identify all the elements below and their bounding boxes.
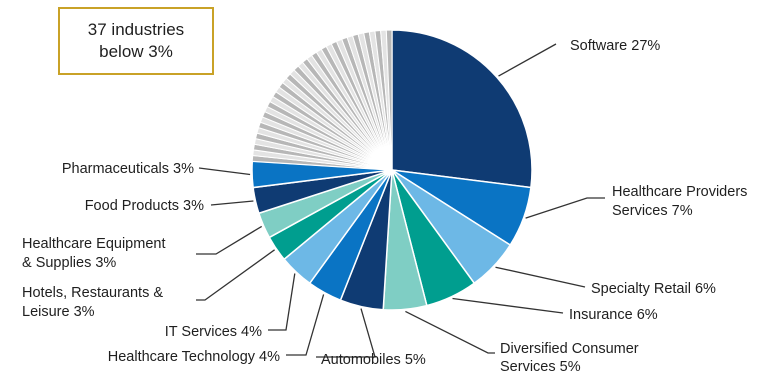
- label-diversified-consumer: Diversified Consumer Services 5%: [500, 341, 643, 375]
- leader-line-11: [198, 167, 251, 176]
- label-diversified-consumer-line2: Services 5%: [500, 359, 581, 375]
- label-hotels-restaurants-line2: Leisure 3%: [22, 304, 95, 320]
- label-healthcare-providers-line2: Services 7%: [612, 203, 693, 219]
- slice-other-36: [385, 29, 393, 171]
- leader-line-10: [210, 200, 254, 206]
- label-hotels-restaurants-line1: Hotels, Restaurants &: [22, 285, 163, 301]
- label-healthcare-equipment-line1: Healthcare Equipment: [22, 236, 165, 252]
- label-healthcare-technology: Healthcare Technology 4%: [108, 349, 280, 365]
- label-food-products: Food Products 3%: [85, 198, 204, 214]
- leader-line-7: [268, 273, 296, 331]
- leader-line-1: [525, 197, 605, 219]
- pie-slices: [251, 29, 533, 311]
- leader-line-2: [495, 266, 586, 288]
- label-automobiles: Automobiles 5%: [321, 352, 426, 368]
- leader-line-3: [452, 297, 564, 314]
- leader-line-5: [316, 308, 376, 358]
- leader-line-9: [196, 225, 263, 255]
- label-it-services: IT Services 4%: [165, 324, 262, 340]
- label-specialty-retail: Specialty Retail 6%: [591, 281, 716, 297]
- small-industries-note: 37 industries below 3%: [58, 7, 214, 75]
- label-software: Software 27%: [570, 38, 660, 54]
- slice-labels: Software 27% Healthcare Providers Servic…: [22, 38, 751, 375]
- label-healthcare-providers: Healthcare Providers Services 7%: [612, 184, 751, 219]
- label-healthcare-providers-line1: Healthcare Providers: [612, 184, 747, 200]
- label-insurance: Insurance 6%: [569, 307, 658, 323]
- leader-line-4: [405, 310, 495, 354]
- small-industries-note-text: 37 industries below 3%: [87, 20, 185, 61]
- leader-line-8: [196, 249, 275, 301]
- leader-line-6: [286, 294, 325, 356]
- leader-lines: [196, 43, 605, 358]
- label-diversified-consumer-line1: Diversified Consumer: [500, 341, 639, 357]
- label-healthcare-equipment-line2: & Supplies 3%: [22, 255, 116, 271]
- label-healthcare-equipment: Healthcare Equipment & Supplies 3%: [22, 236, 170, 271]
- label-pharmaceuticals: Pharmaceuticals 3%: [62, 161, 194, 177]
- label-hotels-restaurants: Hotels, Restaurants & Leisure 3%: [22, 285, 167, 320]
- slice-0: [391, 29, 533, 189]
- leader-line-0: [498, 43, 557, 77]
